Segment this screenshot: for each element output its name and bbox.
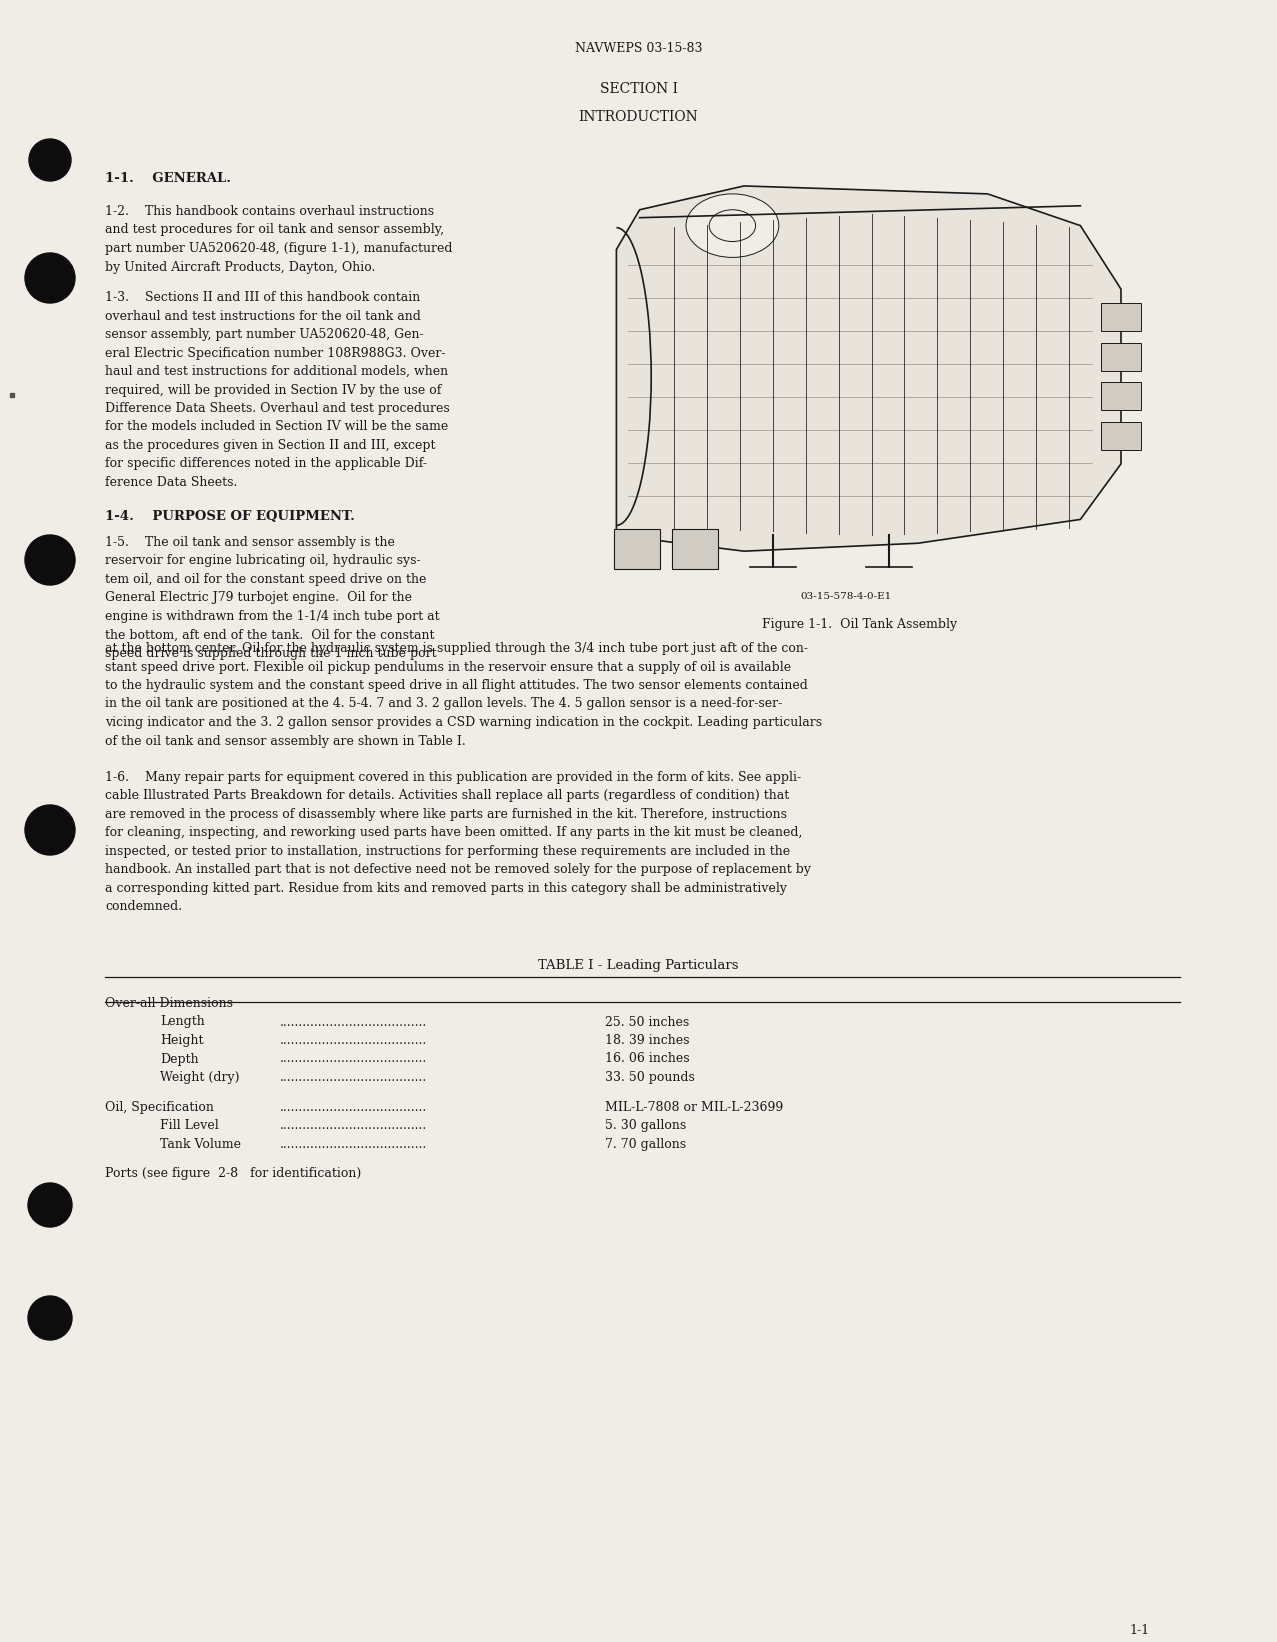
Text: 1-5.    The oil tank and sensor assembly is the: 1-5. The oil tank and sensor assembly is…: [105, 535, 395, 548]
Text: Over-all Dimensions: Over-all Dimensions: [105, 997, 232, 1010]
Text: 03-15-578-4-0-E1: 03-15-578-4-0-E1: [799, 593, 891, 601]
Circle shape: [26, 535, 75, 585]
Text: 5. 30 gallons: 5. 30 gallons: [605, 1120, 686, 1131]
Text: MIL-L-7808 or MIL-L-23699: MIL-L-7808 or MIL-L-23699: [605, 1100, 783, 1113]
Text: ......................................: ......................................: [280, 1138, 428, 1151]
Text: sensor assembly, part number UA520620-48, Gen-: sensor assembly, part number UA520620-48…: [105, 328, 424, 342]
Text: for the models included in Section IV will be the same: for the models included in Section IV wi…: [105, 420, 448, 433]
Text: are removed in the process of disassembly where like parts are furnished in the : are removed in the process of disassembl…: [105, 808, 787, 821]
Text: by United Aircraft Products, Dayton, Ohio.: by United Aircraft Products, Dayton, Ohi…: [105, 261, 375, 274]
FancyBboxPatch shape: [1101, 343, 1142, 371]
Text: tem oil, and oil for the constant speed drive on the: tem oil, and oil for the constant speed …: [105, 573, 427, 586]
Text: 16. 06 inches: 16. 06 inches: [605, 1053, 690, 1066]
Circle shape: [26, 805, 75, 855]
Text: Oil, Specification: Oil, Specification: [105, 1100, 213, 1113]
Text: 18. 39 inches: 18. 39 inches: [605, 1034, 690, 1048]
Text: ......................................: ......................................: [280, 1071, 428, 1084]
Text: part number UA520620-48, (figure 1-1), manufactured: part number UA520620-48, (figure 1-1), m…: [105, 241, 452, 255]
Text: INTRODUCTION: INTRODUCTION: [578, 110, 699, 125]
Text: 1-4.    PURPOSE OF EQUIPMENT.: 1-4. PURPOSE OF EQUIPMENT.: [105, 509, 355, 522]
Text: General Electric J79 turbojet engine.  Oil for the: General Electric J79 turbojet engine. Oi…: [105, 591, 412, 604]
Circle shape: [28, 1296, 72, 1340]
Text: engine is withdrawn from the 1-1/4 inch tube port at: engine is withdrawn from the 1-1/4 inch …: [105, 609, 439, 622]
PathPatch shape: [617, 186, 1121, 552]
Text: Length: Length: [160, 1015, 204, 1028]
Text: eral Electric Specification number 108R988G3. Over-: eral Electric Specification number 108R9…: [105, 346, 446, 360]
Text: Depth: Depth: [160, 1053, 199, 1066]
Text: ......................................: ......................................: [280, 1053, 428, 1066]
Text: 7. 70 gallons: 7. 70 gallons: [605, 1138, 686, 1151]
Text: cable Illustrated Parts Breakdown for details. Activities shall replace all part: cable Illustrated Parts Breakdown for de…: [105, 790, 789, 803]
Text: at the bottom center. Oil for the hydraulic system is supplied through the 3/4 i: at the bottom center. Oil for the hydrau…: [105, 642, 808, 655]
Text: vicing indicator and the 3. 2 gallon sensor provides a CSD warning indication in: vicing indicator and the 3. 2 gallon sen…: [105, 716, 822, 729]
Text: reservoir for engine lubricating oil, hydraulic sys-: reservoir for engine lubricating oil, hy…: [105, 555, 420, 568]
Text: 1-3.    Sections II and III of this handbook contain: 1-3. Sections II and III of this handboo…: [105, 291, 420, 304]
Text: ......................................: ......................................: [280, 1100, 428, 1113]
Text: Ports (see figure  2-8   for identification): Ports (see figure 2-8 for identification…: [105, 1167, 361, 1181]
Text: ......................................: ......................................: [280, 1120, 428, 1131]
Text: Weight (dry): Weight (dry): [160, 1071, 240, 1084]
Text: for cleaning, inspecting, and reworking used parts have been omitted. If any par: for cleaning, inspecting, and reworking …: [105, 826, 802, 839]
FancyBboxPatch shape: [613, 529, 660, 570]
Circle shape: [29, 140, 72, 181]
Text: ......................................: ......................................: [280, 1034, 428, 1048]
Text: and test procedures for oil tank and sensor assembly,: and test procedures for oil tank and sen…: [105, 223, 444, 236]
Text: overhaul and test instructions for the oil tank and: overhaul and test instructions for the o…: [105, 309, 421, 322]
Text: TABLE I - Leading Particulars: TABLE I - Leading Particulars: [538, 959, 739, 972]
Text: Difference Data Sheets. Overhaul and test procedures: Difference Data Sheets. Overhaul and tes…: [105, 402, 450, 415]
Text: 1-2.    This handbook contains overhaul instructions: 1-2. This handbook contains overhaul ins…: [105, 205, 434, 218]
Text: 1-1.    GENERAL.: 1-1. GENERAL.: [105, 172, 231, 186]
Text: for specific differences noted in the applicable Dif-: for specific differences noted in the ap…: [105, 458, 427, 471]
Text: the bottom, aft end of the tank.  Oil for the constant: the bottom, aft end of the tank. Oil for…: [105, 629, 434, 642]
Text: handbook. An installed part that is not defective need not be removed solely for: handbook. An installed part that is not …: [105, 864, 811, 877]
Text: 1-6.    Many repair parts for equipment covered in this publication are provided: 1-6. Many repair parts for equipment cov…: [105, 772, 801, 783]
Text: required, will be provided in Section IV by the use of: required, will be provided in Section IV…: [105, 384, 442, 396]
Text: SECTION I: SECTION I: [599, 82, 678, 95]
Text: Tank Volume: Tank Volume: [160, 1138, 241, 1151]
Text: NAVWEPS 03-15-83: NAVWEPS 03-15-83: [575, 43, 702, 54]
FancyBboxPatch shape: [1101, 304, 1142, 330]
Circle shape: [28, 1182, 72, 1227]
Text: as the procedures given in Section II and III, except: as the procedures given in Section II an…: [105, 438, 435, 452]
Text: speed drive is supplied through the 1 inch tube port: speed drive is supplied through the 1 in…: [105, 647, 437, 660]
Text: a corresponding kitted part. Residue from kits and removed parts in this categor: a corresponding kitted part. Residue fro…: [105, 882, 787, 895]
Text: 33. 50 pounds: 33. 50 pounds: [605, 1071, 695, 1084]
FancyBboxPatch shape: [672, 529, 718, 570]
Text: inspected, or tested prior to installation, instructions for performing these re: inspected, or tested prior to installati…: [105, 846, 790, 859]
Text: in the oil tank are positioned at the 4. 5-4. 7 and 3. 2 gallon levels. The 4. 5: in the oil tank are positioned at the 4.…: [105, 698, 783, 711]
Text: ference Data Sheets.: ference Data Sheets.: [105, 476, 238, 489]
Text: Height: Height: [160, 1034, 203, 1048]
FancyBboxPatch shape: [1101, 383, 1142, 410]
Text: Figure 1-1.  Oil Tank Assembly: Figure 1-1. Oil Tank Assembly: [762, 617, 958, 631]
Circle shape: [686, 194, 779, 258]
Text: of the oil tank and sensor assembly are shown in Table I.: of the oil tank and sensor assembly are …: [105, 734, 466, 747]
Text: condemned.: condemned.: [105, 900, 183, 913]
Text: haul and test instructions for additional models, when: haul and test instructions for additiona…: [105, 365, 448, 378]
Circle shape: [26, 253, 75, 304]
Circle shape: [709, 210, 756, 241]
FancyBboxPatch shape: [1101, 422, 1142, 450]
Text: stant speed drive port. Flexible oil pickup pendulums in the reservoir ensure th: stant speed drive port. Flexible oil pic…: [105, 660, 792, 673]
Text: 25. 50 inches: 25. 50 inches: [605, 1015, 690, 1028]
Text: Fill Level: Fill Level: [160, 1120, 218, 1131]
Text: ......................................: ......................................: [280, 1015, 428, 1028]
Text: 1-1: 1-1: [1130, 1624, 1151, 1637]
Text: to the hydraulic system and the constant speed drive in all flight attitudes. Th: to the hydraulic system and the constant…: [105, 680, 808, 691]
